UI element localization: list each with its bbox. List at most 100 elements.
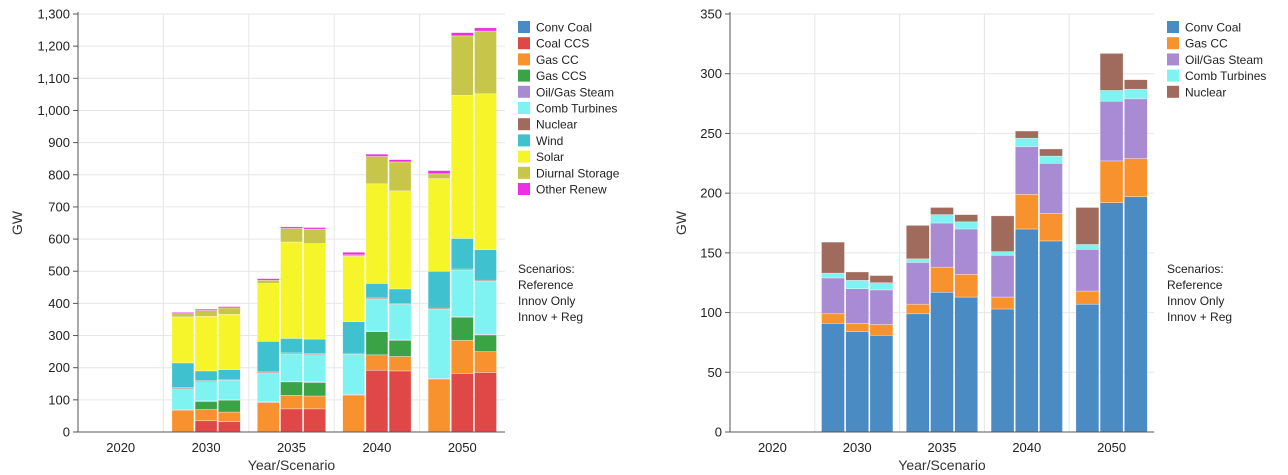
bar-segment-gas-cc[interactable] — [1099, 160, 1124, 203]
bar-segment-comb-turbines[interactable] — [1123, 88, 1148, 100]
bar-segment-other-renew[interactable] — [194, 308, 218, 311]
bar-segment-other-renew[interactable] — [303, 227, 327, 230]
bar-segment-gas-cc[interactable] — [990, 296, 1015, 310]
bar-segment-diurnal-storage[interactable] — [194, 310, 218, 317]
bar-segment-wind[interactable] — [218, 369, 241, 380]
bar-segment-conv-coal[interactable] — [1039, 240, 1063, 433]
bar-segment-conv-coal[interactable] — [1099, 202, 1124, 433]
legend-label-oil-gas-steam[interactable]: Oil/Gas Steam — [1185, 53, 1263, 67]
bar-segment-coal-ccs[interactable] — [218, 421, 241, 433]
legend-swatch-oil-gas-steam[interactable] — [518, 85, 530, 98]
bar-segment-conv-coal[interactable] — [821, 323, 845, 433]
bar-segment-nuclear[interactable] — [1099, 53, 1124, 91]
legend-label-conv-coal[interactable]: Conv Coal — [1185, 21, 1241, 35]
bar-segment-conv-coal[interactable] — [1075, 303, 1100, 433]
bar-segment-diurnal-storage[interactable] — [303, 228, 327, 244]
bar-segment-gas-ccs[interactable] — [450, 316, 474, 341]
bar-segment-gas-cc[interactable] — [194, 409, 218, 422]
bar-segment-nuclear[interactable] — [1123, 79, 1148, 90]
bar-segment-gas-cc[interactable] — [1014, 194, 1039, 230]
bar-segment-gas-ccs[interactable] — [388, 340, 412, 357]
bar-segment-gas-cc[interactable] — [280, 395, 303, 410]
bar-segment-comb-turbines[interactable] — [905, 258, 930, 263]
bar-segment-nuclear[interactable] — [905, 225, 930, 260]
bar-segment-comb-turbines[interactable] — [1099, 90, 1124, 102]
bar-segment-solar[interactable] — [474, 93, 497, 250]
bar-segment-gas-cc[interactable] — [218, 411, 241, 423]
bar-segment-solar[interactable] — [194, 315, 218, 372]
bar-segment-gas-cc[interactable] — [1123, 158, 1148, 198]
legend-label-oil-gas-steam[interactable]: Oil/Gas Steam — [536, 85, 614, 99]
bar-segment-comb-turbines[interactable] — [365, 298, 389, 332]
bar-segment-solar[interactable] — [303, 243, 327, 340]
bar-segment-wind[interactable] — [342, 321, 366, 354]
bar-segment-wind[interactable] — [365, 283, 389, 299]
bar-segment-other-renew[interactable] — [388, 159, 412, 163]
bar-segment-gas-cc[interactable] — [845, 323, 869, 332]
bar-segment-gas-ccs[interactable] — [365, 331, 389, 356]
bar-segment-conv-coal[interactable] — [1123, 196, 1148, 433]
legend-swatch-other-renew[interactable] — [518, 183, 530, 195]
bar-segment-comb-turbines[interactable] — [1014, 137, 1039, 147]
legend-label-gas-ccs[interactable]: Gas CCS — [536, 69, 587, 83]
bar-segment-comb-turbines[interactable] — [388, 304, 412, 341]
bar-segment-oil-gas-steam[interactable] — [1039, 162, 1063, 214]
bar-segment-coal-ccs[interactable] — [474, 372, 497, 433]
bar-segment-solar[interactable] — [388, 190, 412, 290]
bar-segment-comb-turbines[interactable] — [845, 280, 869, 289]
bar-segment-gas-cc[interactable] — [905, 303, 930, 315]
bar-segment-gas-cc[interactable] — [869, 324, 894, 336]
bar-segment-other-renew[interactable] — [218, 306, 241, 309]
legend-swatch-solar[interactable] — [518, 150, 530, 163]
legend-swatch-diurnal-storage[interactable] — [518, 166, 530, 179]
bar-segment-oil-gas-steam[interactable] — [905, 262, 930, 305]
legend-label-nuclear[interactable]: Nuclear — [536, 118, 577, 132]
bar-segment-comb-turbines[interactable] — [280, 353, 303, 382]
bar-segment-oil-gas-steam[interactable] — [1014, 146, 1039, 195]
bar-segment-coal-ccs[interactable] — [450, 373, 474, 433]
bar-segment-diurnal-storage[interactable] — [450, 35, 474, 96]
bar-segment-conv-coal[interactable] — [930, 291, 954, 433]
bar-segment-comb-turbines[interactable] — [474, 280, 497, 335]
legend-label-gas-cc[interactable]: Gas CC — [1185, 37, 1228, 51]
bar-segment-solar[interactable] — [171, 316, 195, 364]
bar-segment-comb-turbines[interactable] — [990, 251, 1015, 256]
bar-segment-comb-turbines[interactable] — [194, 381, 218, 402]
legend-swatch-wind[interactable] — [518, 134, 530, 147]
bar-segment-gas-cc[interactable] — [450, 340, 474, 374]
legend-swatch-comb-turbines[interactable] — [518, 102, 530, 114]
bar-segment-diurnal-storage[interactable] — [256, 279, 280, 284]
bar-segment-comb-turbines[interactable] — [256, 372, 280, 403]
bar-segment-gas-cc[interactable] — [256, 402, 280, 433]
legend-label-coal-ccs[interactable]: Coal CCS — [536, 37, 589, 51]
bar-segment-coal-ccs[interactable] — [303, 408, 327, 433]
bar-segment-diurnal-storage[interactable] — [218, 307, 241, 315]
bar-segment-wind[interactable] — [450, 238, 474, 270]
legend-swatch-conv-coal[interactable] — [518, 21, 530, 33]
bar-segment-coal-ccs[interactable] — [194, 420, 218, 433]
bar-segment-nuclear[interactable] — [1039, 148, 1063, 157]
bar-segment-wind[interactable] — [388, 288, 412, 304]
bar-segment-gas-ccs[interactable] — [194, 401, 218, 410]
bar-segment-solar[interactable] — [427, 178, 451, 272]
bar-segment-other-renew[interactable] — [365, 153, 389, 157]
bar-segment-comb-turbines[interactable] — [218, 379, 241, 400]
bar-segment-comb-turbines[interactable] — [869, 282, 894, 291]
bar-segment-other-renew[interactable] — [427, 170, 451, 175]
bar-segment-comb-turbines[interactable] — [171, 388, 195, 410]
legend-swatch-gas-cc[interactable] — [1167, 37, 1179, 50]
bar-segment-gas-ccs[interactable] — [474, 334, 497, 352]
legend-swatch-comb-turbines[interactable] — [1167, 69, 1179, 82]
legend-label-other-renew[interactable]: Other Renew — [536, 183, 607, 197]
legend-swatch-gas-cc[interactable] — [518, 53, 530, 66]
bar-segment-gas-cc[interactable] — [821, 313, 845, 324]
bar-segment-other-renew[interactable] — [171, 312, 195, 314]
legend-label-solar[interactable]: Solar — [536, 150, 564, 164]
legend-swatch-conv-coal[interactable] — [1167, 21, 1179, 33]
bar-segment-gas-cc[interactable] — [474, 351, 497, 373]
legend-swatch-gas-ccs[interactable] — [518, 69, 530, 82]
bar-segment-nuclear[interactable] — [845, 271, 869, 281]
bar-segment-comb-turbines[interactable] — [954, 221, 979, 230]
bar-segment-solar[interactable] — [218, 314, 241, 370]
bar-segment-oil-gas-steam[interactable] — [1123, 98, 1148, 159]
